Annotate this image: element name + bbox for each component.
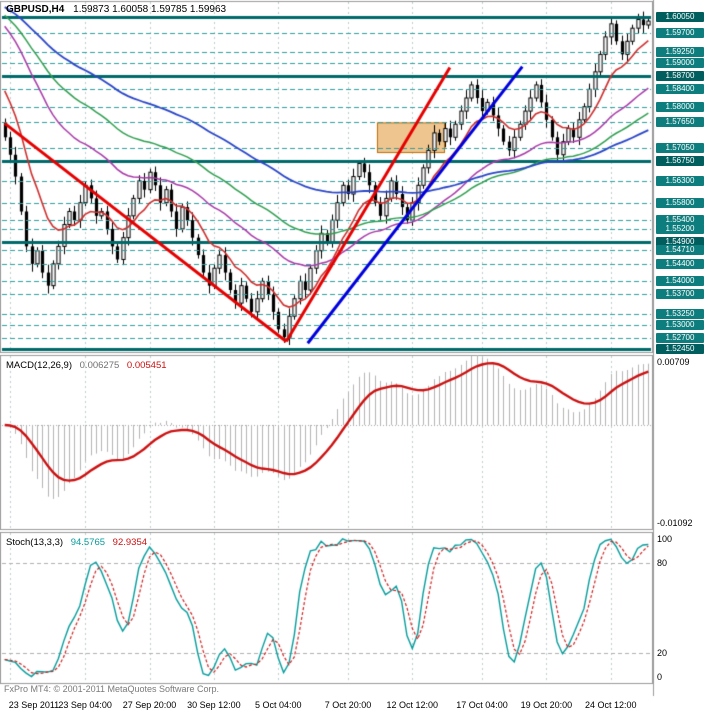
chart-title: GBPUSD,H4 1.59873 1.60058 1.59785 1.5996… [6,4,226,15]
panel-divider-macd-stoch[interactable] [0,528,709,532]
panel-divider-price-macd[interactable] [0,350,709,354]
stoch-signal-value: 92.9354 [112,537,148,548]
price-level-tag: 1.53700 [656,289,704,300]
time-axis-label: 5 Oct 04:00 [254,700,302,710]
price-level-tag: 1.55800 [656,197,704,208]
price-level-tag: 1.56300 [656,175,704,186]
stoch-main-value: 94.5765 [70,537,106,548]
price-level-tag: 1.58000 [656,101,704,112]
stoch-axis-label: 0 [657,672,663,682]
price-level-tag: 1.58400 [656,84,704,95]
price-level-tag: 1.58700 [656,71,704,82]
price-level-tag: 1.54400 [656,258,704,269]
stoch-axis-label: 100 [657,534,673,544]
price-level-tag: 1.59000 [656,58,704,69]
copyright-text: FxPro MT4: © 2001-2011 MetaQuotes Softwa… [4,684,220,694]
price-level-tag: 1.52450 [656,343,704,354]
price-level-tag: 1.53250 [656,309,704,320]
price-level-tag: 1.57650 [656,117,704,127]
time-axis-label: 23 Sep 04:00 [58,700,112,710]
stoch-indicator-title: Stoch(13,3,3) 94.5765 92.9354 [6,537,147,548]
time-axis-label: 27 Sep 20:00 [122,700,177,710]
stoch-name: Stoch(13,3,3) [6,537,64,548]
time-axis-label: 30 Sep 12:00 [187,700,241,710]
price-level-tag: 1.60050 [656,12,704,23]
macd-main-value: 0.006275 [79,360,120,371]
price-axis: 1.60050 1.59700 1.59250 1.59000 1.58700 1.584… [655,0,709,355]
time-axis-label: 17 Oct 04:00 [456,700,508,710]
time-axis-label: 23 Sep 2011 [8,700,60,710]
price-level-tag: 1.59700 [656,27,704,38]
price-level-tag: 1.53000 [656,319,704,330]
price-level-tag: 1.55200 [656,223,704,234]
time-axis-label: 7 Oct 20:00 [324,700,372,710]
macd-name: MACD(12,26,9) [6,360,72,371]
price-level-tag: 1.54000 [656,276,704,287]
time-axis-label: 24 Oct 12:00 [584,700,637,710]
symbol-period-label: GBPUSD,H4 [6,4,65,15]
time-axis-label: 19 Oct 20:00 [520,700,573,710]
macd-indicator-title: MACD(12,26,9) 0.006275 0.005451 [6,360,167,371]
price-level-tag: 1.54900 [656,237,704,248]
macd-signal-value: 0.005451 [126,360,167,371]
time-axis: 23 Sep 2011 23 Sep 04:00 27 Sep 20:00 30 Se… [0,700,709,714]
ohlc-values: 1.59873 1.60058 1.59785 1.59963 [73,4,227,15]
price-level-tag: 1.52700 [656,333,704,344]
price-level-tag: 1.57050 [656,143,704,154]
price-level-tag: 1.59250 [656,47,704,58]
macd-axis-min-label: -0.01092 [657,518,693,528]
time-axis-label: 12 Oct 12:00 [386,700,439,710]
stoch-axis-label: 20 [657,648,668,658]
stoch-axis-label: 80 [657,558,668,568]
price-level-tag: 1.56750 [656,156,704,167]
price-level-tag: 1.54710 [656,245,704,256]
price-level-tag: 1.55400 [656,215,704,226]
macd-axis-max-label: 0.00709 [657,357,690,367]
